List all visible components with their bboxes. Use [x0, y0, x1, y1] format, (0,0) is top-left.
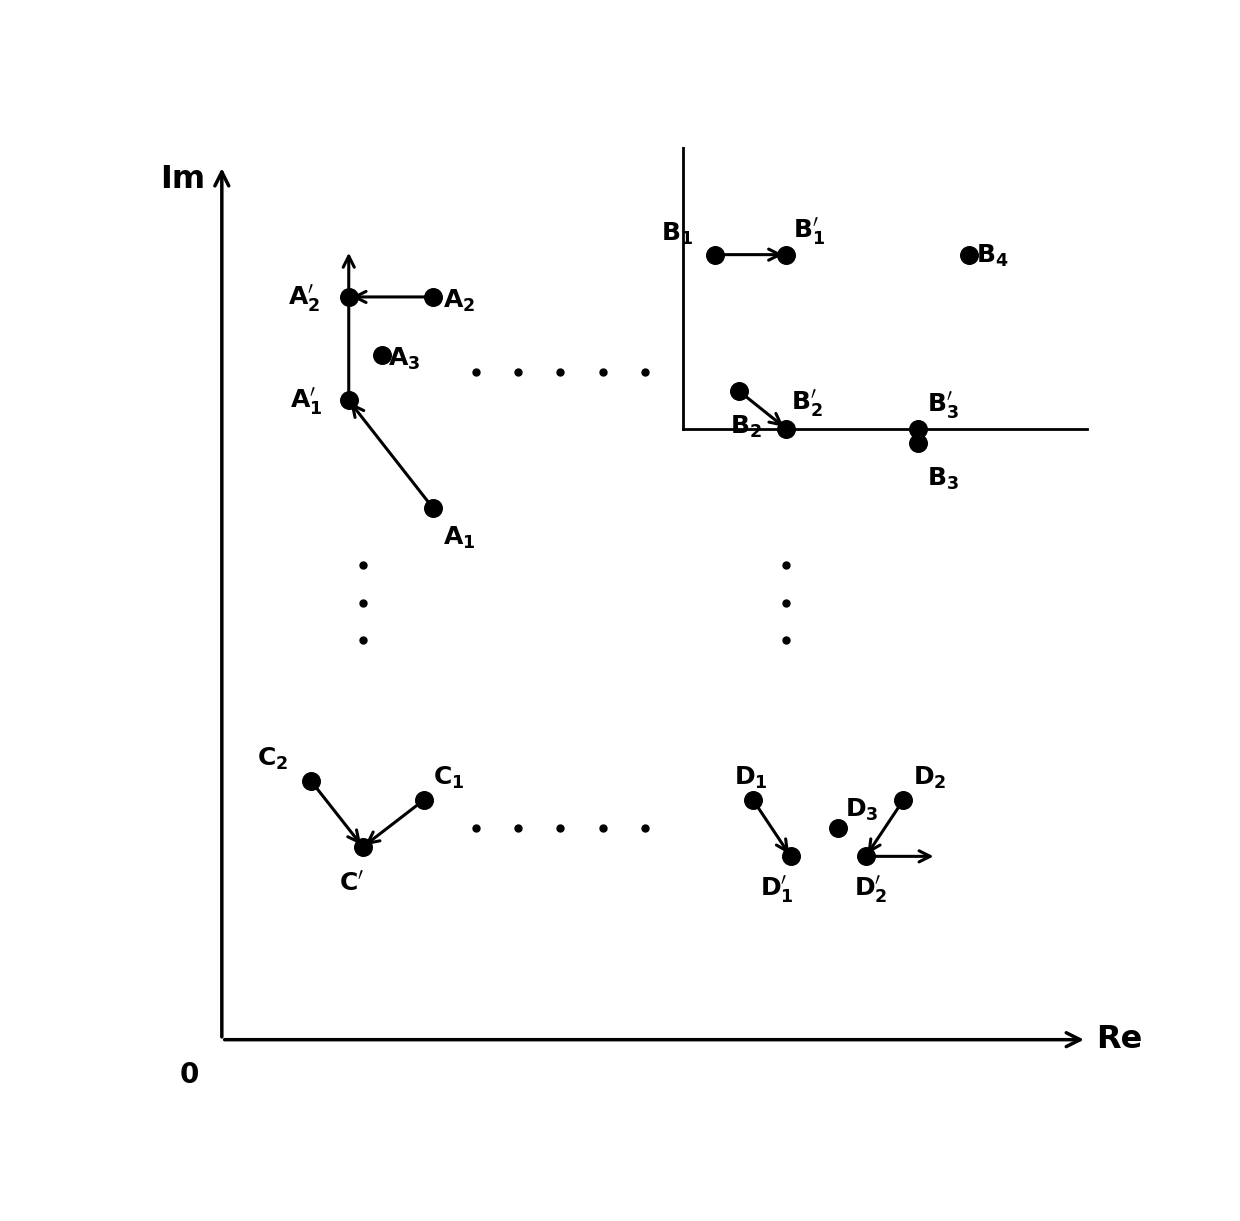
- Point: [856, 846, 875, 866]
- Point: [301, 772, 321, 791]
- Text: $\mathbf{A_1'}$: $\mathbf{A_1'}$: [290, 386, 322, 418]
- Text: $\mathbf{D_2'}$: $\mathbf{D_2'}$: [853, 874, 888, 905]
- Text: $\mathbf{D_1}$: $\mathbf{D_1}$: [734, 764, 768, 790]
- Text: 0: 0: [180, 1061, 198, 1089]
- Text: Re: Re: [1096, 1024, 1142, 1055]
- Point: [372, 346, 392, 365]
- Text: $\mathbf{D_1'}$: $\mathbf{D_1'}$: [760, 874, 794, 905]
- Point: [960, 245, 980, 265]
- Point: [743, 790, 763, 810]
- Text: $\mathbf{B_3}$: $\mathbf{B_3}$: [928, 465, 959, 492]
- Point: [894, 790, 914, 810]
- Point: [781, 846, 801, 866]
- Point: [908, 419, 928, 438]
- Text: $\mathbf{A_3}$: $\mathbf{A_3}$: [388, 346, 420, 372]
- Text: $\mathbf{B_3'}$: $\mathbf{B_3'}$: [928, 389, 959, 421]
- Point: [423, 287, 443, 306]
- Text: $\mathbf{D_2}$: $\mathbf{D_2}$: [913, 764, 946, 790]
- Text: $\mathbf{B_2'}$: $\mathbf{B_2'}$: [791, 388, 822, 419]
- Text: $\mathbf{A_2'}$: $\mathbf{A_2'}$: [288, 283, 320, 314]
- Text: $\mathbf{C_2}$: $\mathbf{C_2}$: [257, 746, 288, 772]
- Point: [776, 419, 796, 438]
- Point: [339, 391, 358, 410]
- Text: $\mathbf{B_2}$: $\mathbf{B_2}$: [729, 414, 761, 440]
- Text: $\mathbf{A_1}$: $\mathbf{A_1}$: [443, 525, 475, 551]
- Point: [828, 818, 848, 838]
- Text: $\mathbf{B_1'}$: $\mathbf{B_1'}$: [792, 216, 825, 247]
- Text: $\mathbf{B_1}$: $\mathbf{B_1}$: [661, 221, 693, 247]
- Text: Im: Im: [160, 164, 205, 195]
- Point: [706, 245, 725, 265]
- Text: $\mathbf{A_2}$: $\mathbf{A_2}$: [443, 288, 475, 314]
- Point: [908, 433, 928, 453]
- Text: $\mathbf{C_1}$: $\mathbf{C_1}$: [433, 764, 465, 790]
- Point: [339, 287, 358, 306]
- Point: [423, 498, 443, 518]
- Text: $\mathbf{B_4}$: $\mathbf{B_4}$: [976, 243, 1008, 269]
- Text: $\mathbf{C'}$: $\mathbf{C'}$: [339, 872, 365, 896]
- Point: [353, 838, 373, 857]
- Point: [776, 245, 796, 265]
- Point: [414, 790, 434, 810]
- Point: [729, 381, 749, 400]
- Text: $\mathbf{D_3}$: $\mathbf{D_3}$: [846, 797, 879, 823]
